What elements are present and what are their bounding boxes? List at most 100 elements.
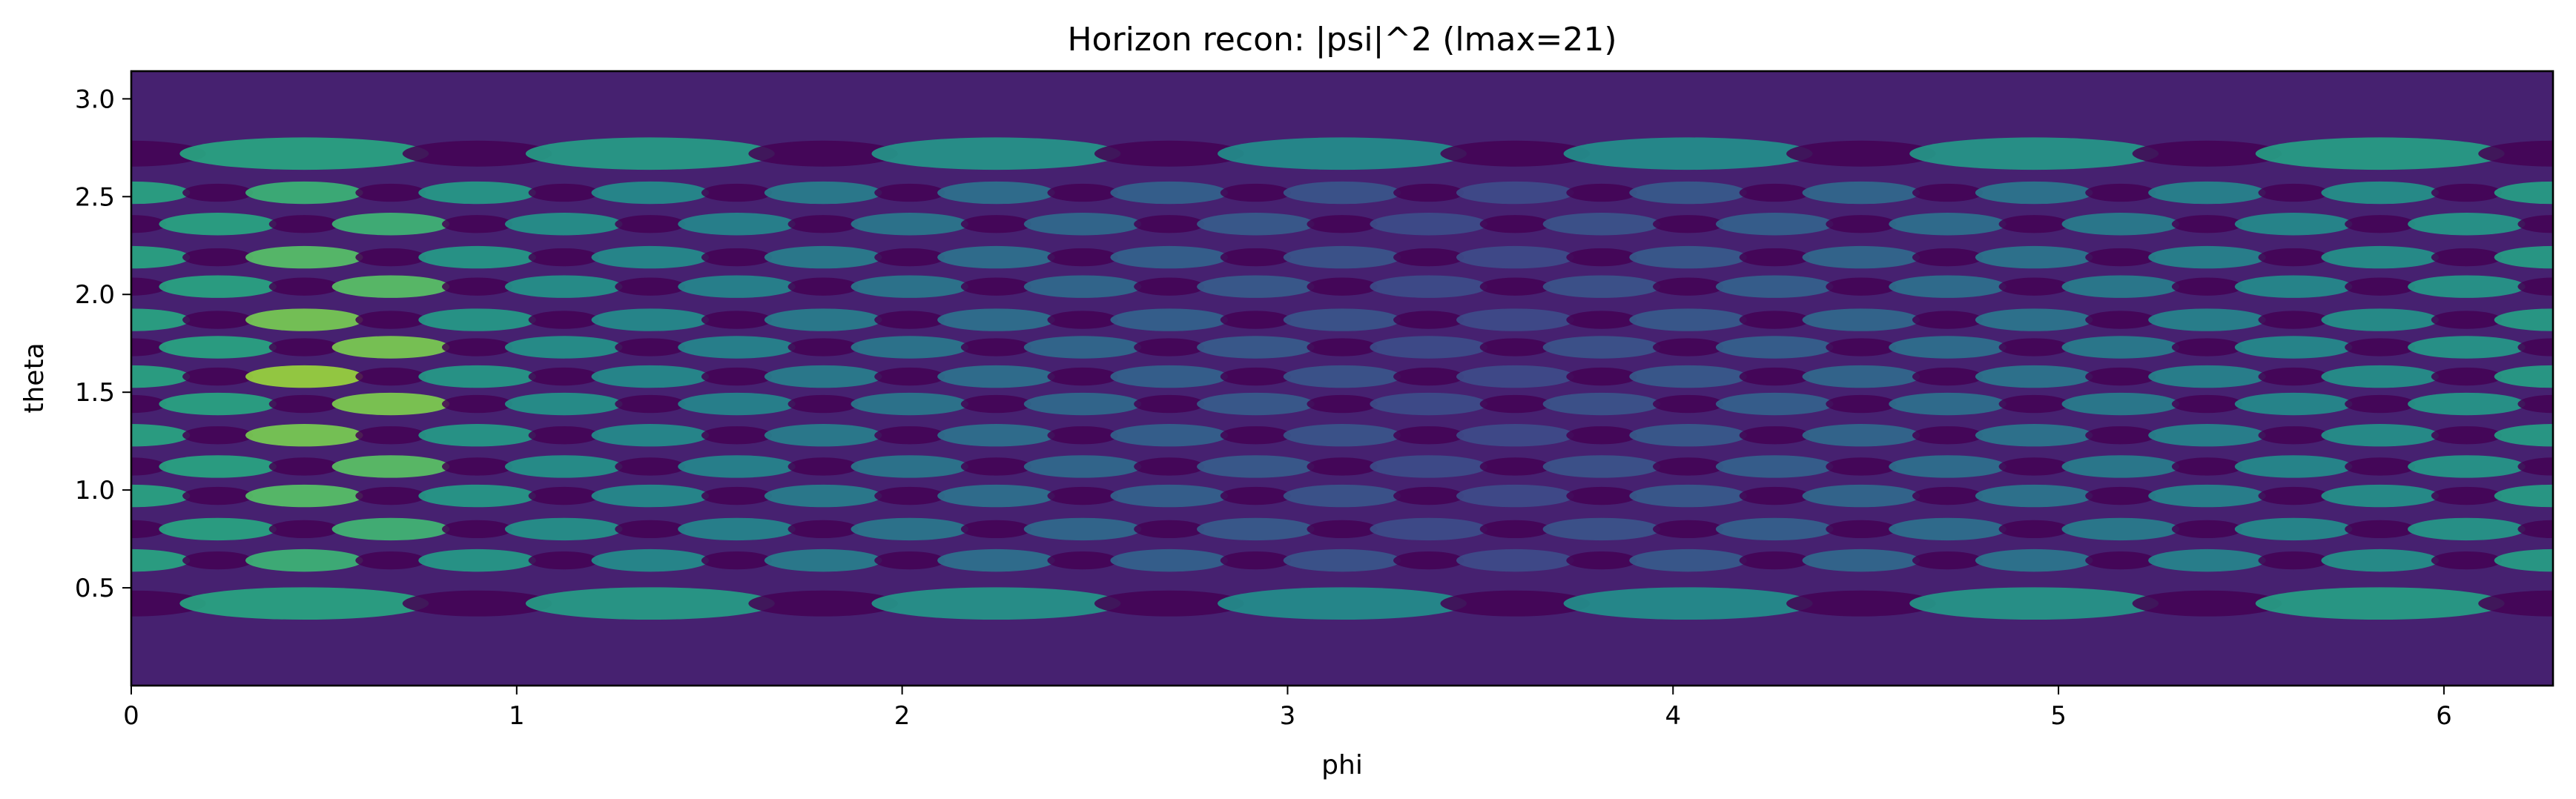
heatmap-node [1220, 551, 1291, 570]
x-axis-ticks: 0 1 2 3 4 5 6 [123, 686, 2452, 731]
heatmap-lobe [2494, 484, 2553, 508]
x-tick-label: 1 [509, 701, 525, 731]
heatmap-lobe [1370, 275, 1487, 298]
heatmap-node [441, 520, 513, 539]
heatmap-lobe [2408, 336, 2526, 359]
heatmap-lobe [1542, 213, 1661, 236]
heatmap-node [615, 457, 686, 476]
heatmap-node [1479, 520, 1550, 539]
heatmap-lobe [1110, 245, 1229, 269]
heatmap-node [874, 426, 945, 445]
heatmap-node [131, 394, 167, 414]
heatmap-lobe [179, 137, 429, 170]
heatmap-lobe [1023, 336, 1142, 359]
heatmap-lobe [1802, 181, 1921, 205]
heatmap-lobe [2234, 336, 2353, 359]
heatmap-node [1134, 457, 1205, 476]
heatmap-lobe [764, 484, 882, 508]
heatmap-lobe [2061, 336, 2180, 359]
heatmap-lobe [1629, 308, 1747, 331]
heatmap-node [1652, 520, 1724, 539]
heatmap-node [2258, 183, 2329, 202]
heatmap-node [2517, 457, 2553, 476]
heatmap-node [2258, 367, 2329, 386]
heatmap-lobe [159, 517, 277, 541]
heatmap-node [441, 394, 513, 414]
heatmap-lobe [2408, 455, 2526, 478]
heatmap-node [1566, 426, 1637, 445]
heatmap-node [528, 367, 599, 386]
heatmap-node [1393, 426, 1464, 445]
heatmap-lobe [131, 181, 191, 205]
heatmap-lobe [1975, 245, 2093, 269]
heatmap-node [2345, 338, 2416, 357]
heatmap-lobe [331, 336, 450, 359]
plot-frame [130, 70, 2554, 687]
heatmap-lobe [2321, 245, 2440, 269]
heatmap-lobe [591, 245, 710, 269]
heatmap-node [2132, 140, 2282, 167]
heatmap-node [701, 248, 773, 267]
heatmap-lobe [2148, 365, 2266, 388]
heatmap-node [2171, 394, 2243, 414]
heatmap-lobe [2321, 365, 2440, 388]
heatmap-lobe [331, 275, 450, 298]
heatmap-lobe [2148, 484, 2266, 508]
heatmap-node [1393, 183, 1464, 202]
heatmap-node [1393, 248, 1464, 267]
heatmap-node [2345, 215, 2416, 233]
heatmap-node [355, 183, 426, 202]
heatmap-node [2517, 277, 2553, 296]
heatmap-node [2431, 367, 2502, 386]
heatmap-lobe [1629, 484, 1747, 508]
heatmap-node [1912, 426, 1984, 445]
heatmap-lobe [937, 308, 1055, 331]
heatmap-lobe [1456, 181, 1574, 205]
heatmap-node [1566, 551, 1637, 570]
heatmap-node [960, 520, 1032, 539]
heatmap-node [355, 367, 426, 386]
heatmap-lobe [764, 548, 882, 572]
heatmap-node [182, 367, 254, 386]
heatmap-node [1739, 367, 1810, 386]
heatmap-lobe [1975, 424, 2093, 447]
heatmap-lobe [1802, 308, 1921, 331]
heatmap-node [441, 277, 513, 296]
heatmap-node [402, 140, 552, 167]
heatmap-node [960, 277, 1032, 296]
heatmap-node [787, 215, 859, 233]
heatmap-node [1786, 140, 1936, 167]
heatmap-lobe [418, 484, 536, 508]
heatmap-node [2517, 394, 2553, 414]
heatmap-lobe [2494, 548, 2553, 572]
heatmap-node [2431, 248, 2502, 267]
heatmap-lobe [2234, 213, 2353, 236]
heatmap-lobe [504, 392, 623, 416]
heatmap-lobe [1283, 181, 1401, 205]
heatmap-node [615, 215, 686, 233]
heatmap-node [615, 394, 686, 414]
heatmap-node [701, 311, 773, 329]
heatmap-lobe [2321, 308, 2440, 331]
heatmap-lobe [1715, 392, 1834, 416]
heatmap-lobe [418, 424, 536, 447]
heatmap-node [2171, 457, 2243, 476]
heatmap-node [131, 215, 167, 233]
heatmap-node [1998, 457, 2070, 476]
heatmap-node [1393, 486, 1464, 505]
heatmap-node [268, 338, 340, 357]
heatmap-lobe [851, 275, 969, 298]
heatmap-lobe [2408, 392, 2526, 416]
heatmap-node [1307, 277, 1378, 296]
heatmap-node [2171, 520, 2243, 539]
x-tick-label: 3 [1280, 701, 1296, 731]
heatmap-lobe [2255, 587, 2505, 620]
heatmap-lobe [1802, 365, 1921, 388]
heatmap-lobe [1542, 336, 1661, 359]
heatmap-node [1479, 277, 1550, 296]
heatmap-node [268, 457, 340, 476]
heatmap-node [441, 338, 513, 357]
heatmap-node [402, 590, 552, 617]
heatmap-node [1307, 215, 1378, 233]
